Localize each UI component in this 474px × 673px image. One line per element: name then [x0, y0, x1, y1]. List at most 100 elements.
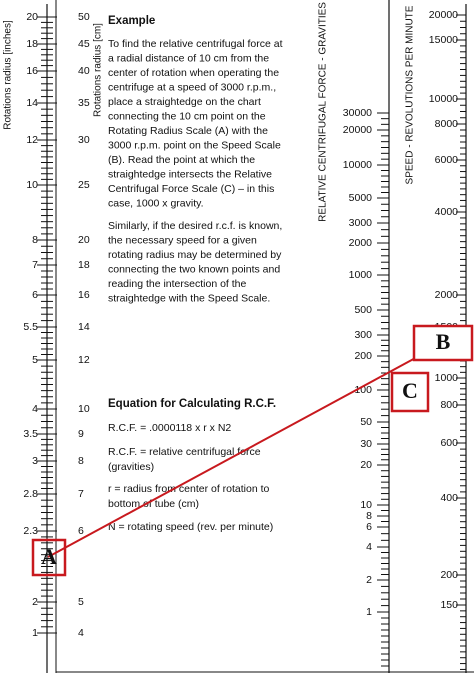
equation-line: R.C.F. = .0000118 x r x N2: [108, 422, 231, 434]
scale-label: 14: [26, 97, 38, 109]
scale-label: 3000: [349, 217, 373, 229]
example-line: place a straightedge on the chart: [108, 96, 261, 108]
scale-label: 10000: [429, 93, 458, 105]
example-line: To find the relative centrifugal force a…: [108, 38, 283, 50]
scale-label: 20: [360, 459, 372, 471]
scale-label: 50: [360, 416, 372, 428]
scale-label: 2.3: [23, 525, 38, 537]
scale-label: 1: [32, 627, 38, 639]
example-line: the necessary speed for a given: [108, 234, 257, 246]
scale-label: 2000: [349, 237, 373, 249]
scale-label: 1000: [349, 269, 373, 281]
scale-label: 150: [440, 599, 458, 611]
scale-label: 16: [78, 289, 90, 301]
example-line: connecting the two known points and: [108, 263, 280, 275]
example-title: Example: [108, 15, 155, 27]
scale-label: 6000: [435, 154, 459, 166]
scale-label: 7: [32, 259, 38, 271]
scale-label: 6: [78, 525, 84, 537]
example-line: rotating radius may be determined by: [108, 249, 282, 261]
scale-label: 2.8: [23, 488, 38, 500]
scale-label: 45: [78, 38, 90, 50]
scale-label: 4: [32, 403, 38, 415]
scale-label: 16: [26, 65, 38, 77]
scale-label: 5.5: [23, 321, 38, 333]
scale-label: 50: [78, 11, 90, 23]
equation-line: r = radius from center of rotation to: [108, 483, 270, 495]
scale-label: 1000: [435, 372, 459, 384]
equation-line: R.C.F. = relative centrifugal force: [108, 446, 261, 458]
example-line: reading the intersection of the: [108, 278, 247, 290]
scale-label: 4: [78, 627, 84, 639]
example-line: Rotating Radius Scale (A) with the: [108, 125, 268, 137]
scale-label: 10: [26, 179, 38, 191]
scale-label: 30000: [343, 107, 372, 119]
example-line: 3000 r.p.m. point on the Speed Scale: [108, 139, 281, 151]
scale-label: 8: [32, 234, 38, 246]
scale-label: 25: [78, 179, 90, 191]
example-line: center of rotation when operating the: [108, 67, 279, 79]
scale-label: 30: [78, 134, 90, 146]
scale-label: 8: [366, 510, 372, 522]
scale-label: 9: [78, 428, 84, 440]
scale-label: 5000: [349, 192, 373, 204]
scale-label: 7: [78, 488, 84, 500]
example-line: centrifuge at a speed of 3000 r.p.m.,: [108, 81, 276, 93]
scale-label: 4000: [435, 206, 459, 218]
axis-title: RELATIVE CENTRIFUGAL FORCE - GRAVITIES […: [318, 0, 329, 222]
scale-label: 8: [78, 455, 84, 467]
scale-label: 15000: [429, 34, 458, 46]
equation-line: N = rotating speed (rev. per minute): [108, 521, 273, 533]
marker-label: A: [41, 544, 57, 569]
scale-label: 3: [32, 455, 38, 467]
example-line: case, 1000 x gravity.: [108, 197, 204, 209]
axis-title: Rotations radius [cm]: [93, 23, 104, 117]
scale-label: 10: [360, 499, 372, 511]
scale-label: 5: [78, 596, 84, 608]
scale-label: 35: [78, 97, 90, 109]
scale-label: 2: [366, 574, 372, 586]
example-line: straightedge with the Speed Scale.: [108, 292, 270, 304]
scale-label: 500: [354, 304, 372, 316]
marker-label: C: [402, 378, 418, 403]
equation-line: (gravities): [108, 461, 154, 473]
scale-label: 20000: [343, 124, 372, 136]
example-line: (B). Read the point at which the: [108, 154, 255, 166]
scale-label: 18: [78, 259, 90, 271]
scale-label: 20000: [429, 9, 458, 21]
scale-label: 2: [32, 596, 38, 608]
scale-label: 20: [78, 234, 90, 246]
straightedge-line: [47, 342, 444, 558]
marker-box: [412, 324, 474, 362]
scale-label: 18: [26, 38, 38, 50]
scale-label: 6: [32, 289, 38, 301]
marker-label: B: [436, 329, 451, 354]
scale-label: 14: [78, 321, 90, 333]
example-line: straightedge intersects the Relative: [108, 168, 272, 180]
scale-label: 100: [354, 384, 372, 396]
scale-label: 20: [26, 11, 38, 23]
example-line: Centrifugal Force Scale (C) – in this: [108, 183, 274, 195]
axis-title: SPEED - REVOLUTIONS PER MINUTE: [405, 5, 416, 184]
scale-label: 400: [440, 492, 458, 504]
scale-label: 12: [78, 354, 90, 366]
scale-label: 5: [32, 354, 38, 366]
example-line: a radial distance of 10 cm from the: [108, 52, 269, 64]
marker-box: [390, 371, 430, 413]
scale-label: 10000: [343, 159, 372, 171]
scale-label: 2000: [435, 289, 459, 301]
equation-title: Equation for Calculating R.C.F.: [108, 398, 276, 410]
scale-label: 12: [26, 134, 38, 146]
example-line: connecting the 10 cm point on the: [108, 110, 266, 122]
example-line: Similarly, if the desired r.c.f. is know…: [108, 220, 282, 232]
scale-label: 30: [360, 438, 372, 450]
scale-label: 4: [366, 541, 372, 553]
scale-label: 40: [78, 65, 90, 77]
scale-label: 1: [366, 606, 372, 618]
scale-label: 200: [354, 350, 372, 362]
scale-label: 600: [440, 437, 458, 449]
scale-label: 10: [78, 403, 90, 415]
equation-line: bottom of tube (cm): [108, 498, 199, 510]
